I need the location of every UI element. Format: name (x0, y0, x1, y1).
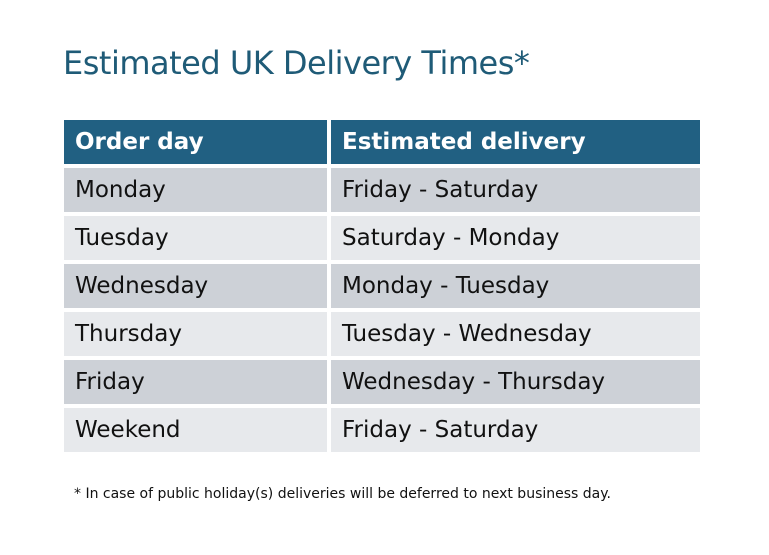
table-row: Thursday Tuesday - Wednesday (64, 312, 700, 356)
estimated-delivery-cell: Friday - Saturday (331, 168, 700, 212)
order-day-cell: Tuesday (64, 216, 327, 260)
estimated-delivery-cell: Saturday - Monday (331, 216, 700, 260)
estimated-delivery-cell: Friday - Saturday (331, 408, 700, 452)
table-row: Weekend Friday - Saturday (64, 408, 700, 452)
estimated-delivery-cell: Wednesday - Thursday (331, 360, 700, 404)
order-day-cell: Wednesday (64, 264, 327, 308)
column-header-order-day: Order day (64, 120, 327, 164)
page-title: Estimated UK Delivery Times* (63, 44, 530, 82)
table-header-row: Order day Estimated delivery (64, 120, 700, 164)
estimated-delivery-cell: Monday - Tuesday (331, 264, 700, 308)
order-day-cell: Thursday (64, 312, 327, 356)
estimated-delivery-cell: Tuesday - Wednesday (331, 312, 700, 356)
footnote: * In case of public holiday(s) deliverie… (74, 486, 611, 502)
table-row: Tuesday Saturday - Monday (64, 216, 700, 260)
table-row: Wednesday Monday - Tuesday (64, 264, 700, 308)
column-header-estimated-delivery: Estimated delivery (331, 120, 700, 164)
table-row: Friday Wednesday - Thursday (64, 360, 700, 404)
order-day-cell: Friday (64, 360, 327, 404)
order-day-cell: Weekend (64, 408, 327, 452)
table-row: Monday Friday - Saturday (64, 168, 700, 212)
order-day-cell: Monday (64, 168, 327, 212)
delivery-table: Order day Estimated delivery Monday Frida… (60, 116, 704, 456)
